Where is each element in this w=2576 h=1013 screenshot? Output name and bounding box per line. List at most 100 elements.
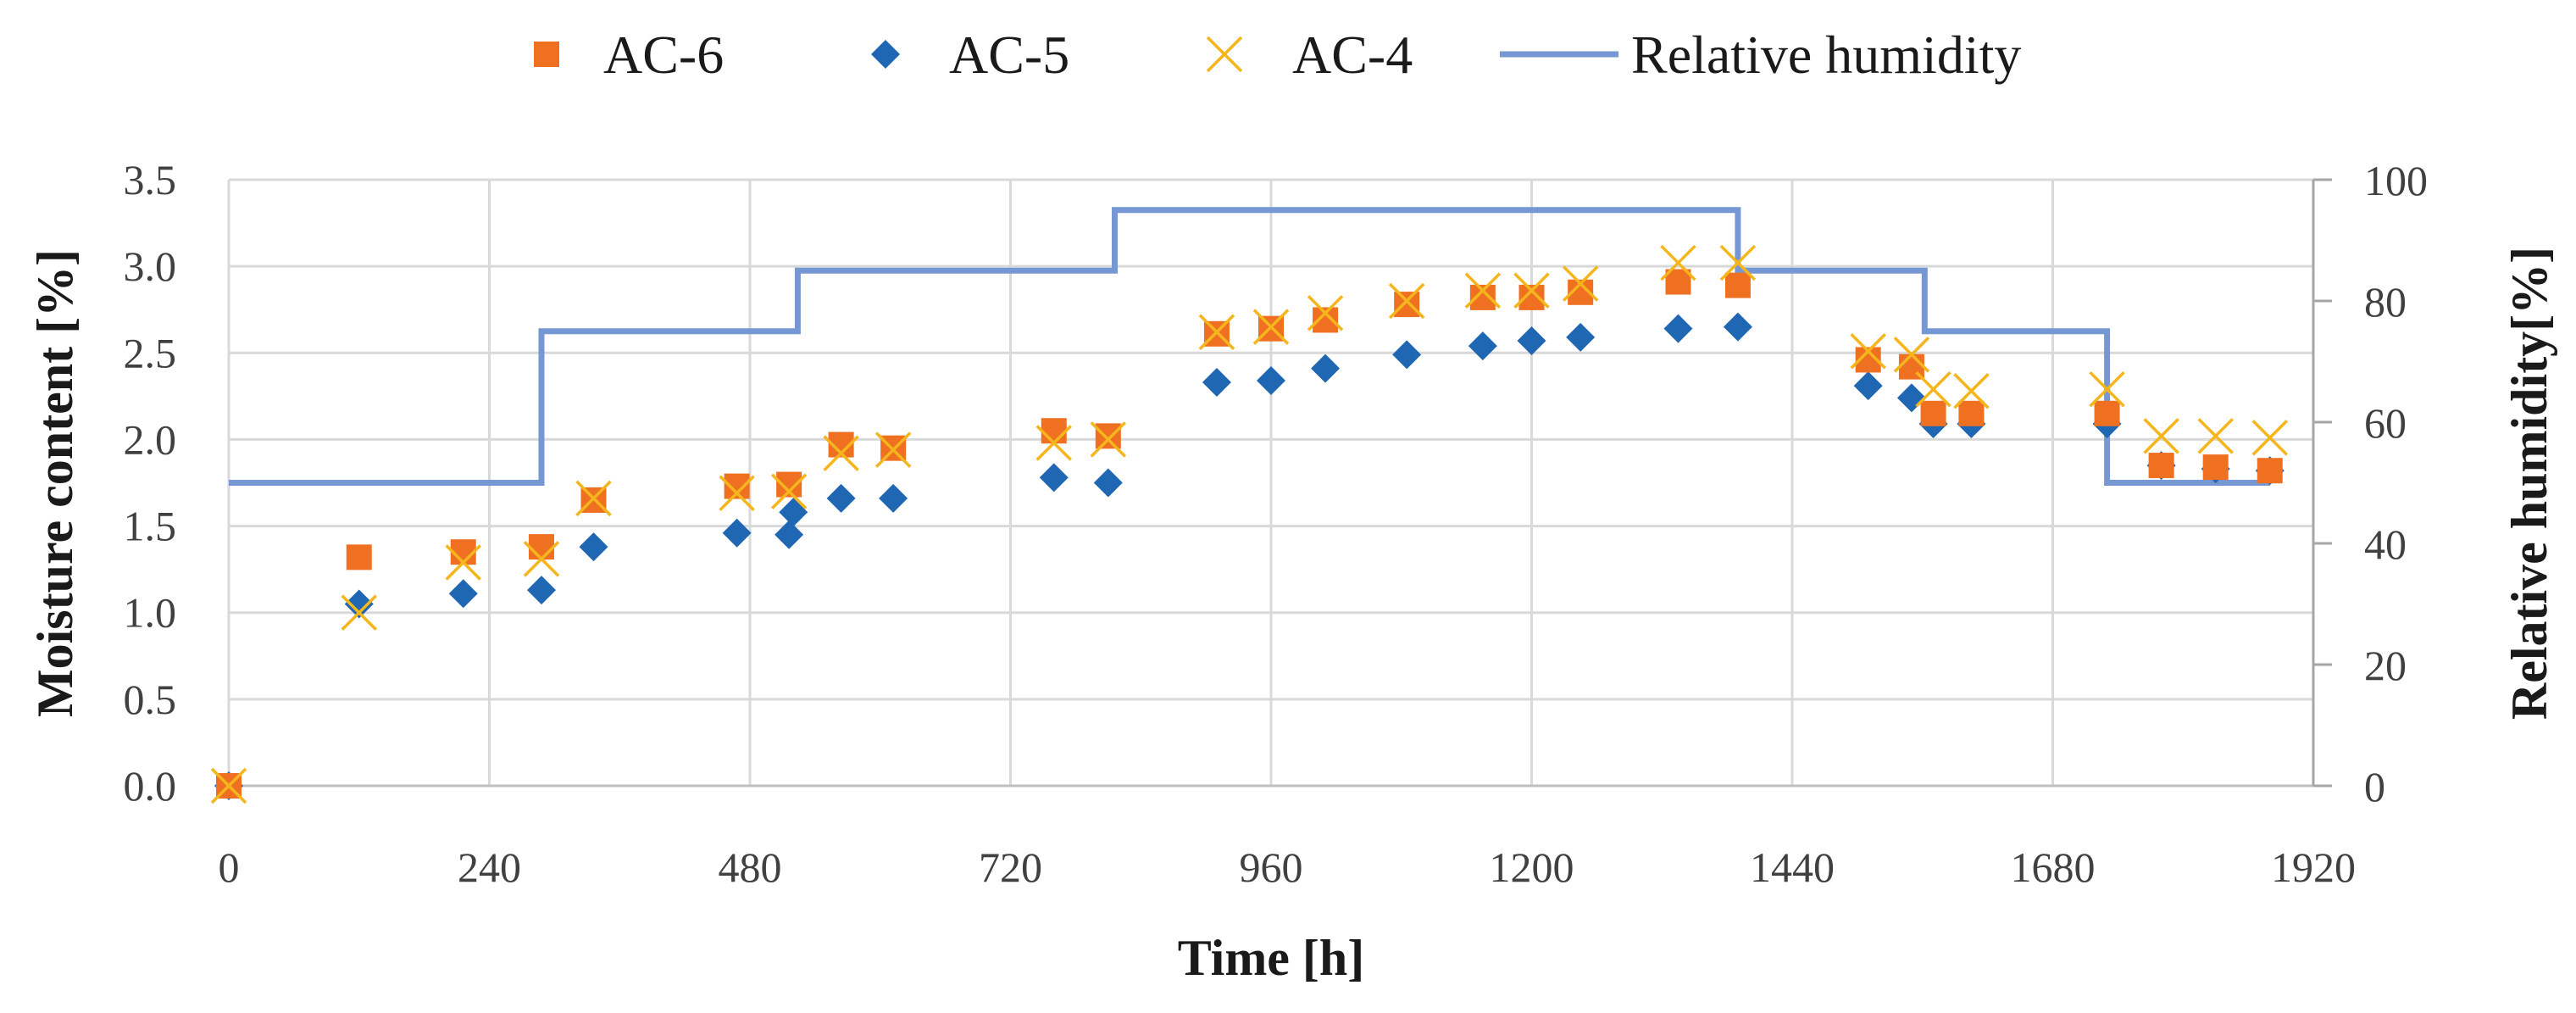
- data-point-ac-5: [1663, 314, 1693, 343]
- data-point-ac-5: [1257, 365, 1285, 395]
- data-point-ac-4: [874, 431, 912, 468]
- legend-label-relative-humidity: Relative humidity: [1631, 25, 2021, 85]
- data-point-ac-4: [770, 473, 808, 509]
- y-tick-label: 0.5: [124, 676, 177, 723]
- y-tick-label: 0.0: [124, 762, 177, 810]
- y2-tick-label: 40: [2364, 520, 2407, 568]
- data-point-ac-4: [1090, 421, 1127, 458]
- legend-label-ac-6: AC-6: [603, 25, 724, 85]
- data-point-ac-5: [1202, 368, 1231, 398]
- data-point-ac-5: [1093, 468, 1123, 498]
- data-point-ac-5: [1468, 331, 1497, 361]
- data-point-ac-5: [722, 518, 752, 548]
- legend-key-ac-5: [871, 40, 900, 69]
- legend-label-ac-5: AC-5: [949, 25, 1069, 85]
- data-point-ac-4: [1850, 333, 1886, 370]
- data-point-ac-4: [1915, 370, 1951, 408]
- data-point-ac-4: [445, 544, 481, 581]
- tick-labels: 0 240 480 720 960 1200 1440 1680 1920 0.0 0.5 1.0 1.…: [124, 156, 2429, 891]
- data-point-ac-5: [579, 532, 608, 562]
- data-point-ac-4: [2251, 420, 2288, 456]
- y-axis-title: Moisture content [%]: [27, 249, 83, 717]
- data-point-ac-6: [2094, 400, 2120, 426]
- data-point-ac-6: [2148, 453, 2174, 479]
- data-point-ac-4: [1660, 244, 1696, 281]
- data-point-ac-4: [1307, 295, 1344, 331]
- x-axis-title: Time [h]: [1178, 930, 1365, 986]
- x-tick-label: 960: [1240, 843, 1303, 891]
- y-tick-label: 3.5: [124, 156, 177, 203]
- data-point-ac-5: [879, 483, 908, 513]
- data-point-ac-6: [2202, 454, 2229, 481]
- data-point-ac-5: [1723, 312, 1752, 342]
- data-point-ac-4: [1893, 337, 1930, 373]
- legend: AC-6 AC-5 AC-4 Relative humidity: [534, 25, 2021, 85]
- data-point-ac-4: [2197, 418, 2234, 454]
- data-point-ac-6: [1958, 400, 1985, 426]
- data-point-ac-4: [341, 594, 377, 631]
- data-point-ac-4: [1464, 272, 1502, 309]
- data-point-ac-5: [1392, 340, 1422, 370]
- legend-key-ac-4: [1206, 36, 1243, 73]
- data-point-ac-6: [529, 534, 554, 560]
- data-point-ac-5: [1517, 326, 1546, 355]
- y-tick-label: 2.0: [124, 415, 177, 463]
- data-point-ac-6: [1095, 423, 1121, 449]
- x-tick-label: 1200: [1490, 843, 1574, 891]
- data-point-ac-5: [1039, 463, 1069, 493]
- y-tick-label: 1.5: [124, 503, 177, 550]
- x-tick-label: 1440: [1750, 843, 1835, 891]
- data-point-ac-6: [1041, 418, 1067, 444]
- data-point-ac-6: [2257, 458, 2283, 484]
- x-tick-label: 240: [458, 843, 521, 891]
- data-point-ac-4: [1388, 282, 1425, 320]
- x-tick-label: 1920: [2271, 843, 2356, 891]
- data-point-ac-4: [823, 435, 859, 472]
- data-point-ac-5: [527, 576, 556, 605]
- data-point-ac-4: [2089, 370, 2125, 408]
- line-series: [229, 207, 2270, 486]
- data-point-ac-6: [1920, 400, 1946, 426]
- series-line-relative-humidity: [229, 207, 2270, 486]
- data-point-ac-4: [523, 541, 560, 577]
- data-point-ac-5: [448, 579, 478, 609]
- data-point-ac-4: [2143, 418, 2179, 454]
- data-point-ac-5: [1566, 322, 1596, 352]
- data-point-ac-6: [1724, 272, 1751, 298]
- legend-label-ac-4: AC-4: [1292, 25, 1413, 85]
- data-point-ac-4: [719, 475, 755, 511]
- y-tick-label: 1.0: [124, 589, 177, 637]
- data-point-ac-4: [1035, 425, 1072, 461]
- data-point-ac-5: [774, 520, 804, 549]
- y-tick-label: 2.5: [124, 329, 177, 376]
- data-point-ac-4: [1198, 314, 1235, 351]
- data-point-ac-5: [344, 589, 374, 619]
- y2-tick-label: 20: [2364, 642, 2407, 689]
- data-point-ac-4: [1513, 272, 1550, 309]
- y2-tick-label: 100: [2364, 157, 2428, 204]
- x-tick-label: 720: [979, 843, 1042, 891]
- data-point-ac-5: [826, 483, 856, 513]
- x-tick-label: 480: [719, 843, 782, 891]
- data-point-ac-5: [1311, 353, 1341, 383]
- y2-axis-title: Relative humidity[%]: [2501, 247, 2557, 720]
- data-point-ac-4: [210, 767, 247, 804]
- scatter-series: [210, 244, 2288, 804]
- legend-key-ac-6: [534, 42, 559, 67]
- data-point-ac-6: [1394, 292, 1420, 318]
- data-point-ac-4: [1719, 244, 1757, 281]
- data-point-ac-5: [1853, 371, 1883, 401]
- x-tick-label: 1680: [2011, 843, 2096, 891]
- data-point-ac-4: [1562, 265, 1599, 302]
- y2-tick-label: 0: [2364, 763, 2385, 810]
- data-point-ac-6: [346, 544, 372, 571]
- data-point-ac-4: [575, 480, 612, 517]
- data-point-ac-4: [1953, 372, 1990, 409]
- x-tick-label: 0: [219, 843, 240, 891]
- y-tick-label: 3.0: [124, 242, 177, 290]
- y2-tick-label: 60: [2364, 399, 2407, 447]
- y2-tick-label: 80: [2364, 278, 2407, 326]
- data-point-ac-4: [1252, 309, 1290, 345]
